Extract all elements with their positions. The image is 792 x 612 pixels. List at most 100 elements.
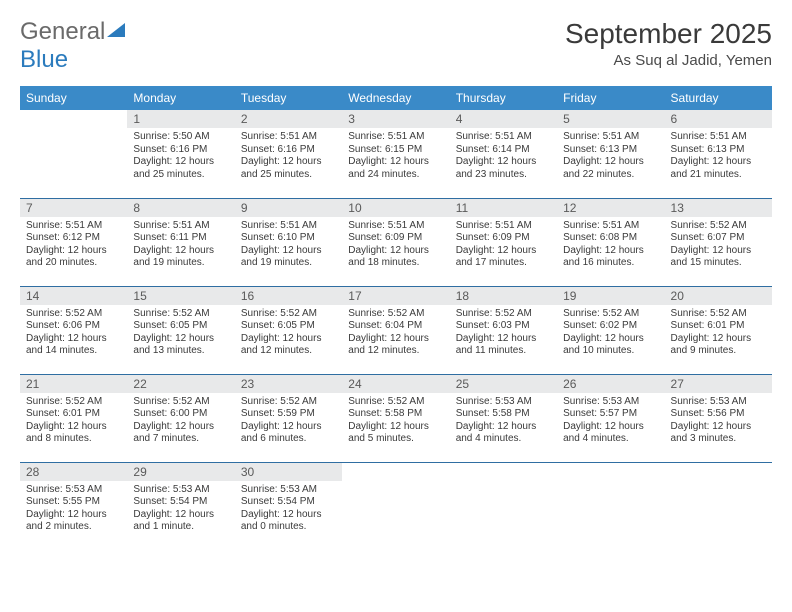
- sunrise-line: Sunrise: 5:51 AM: [26, 220, 121, 233]
- sunrise-line: Sunrise: 5:53 AM: [241, 484, 336, 497]
- week-row: 28Sunrise: 5:53 AMSunset: 5:55 PMDayligh…: [20, 462, 772, 550]
- day-number: 30: [235, 463, 342, 481]
- sunset-line: Sunset: 6:04 PM: [348, 320, 443, 333]
- daylight-line: Daylight: 12 hours and 25 minutes.: [133, 156, 228, 181]
- day-header: Saturday: [665, 86, 772, 110]
- day-cell: 14Sunrise: 5:52 AMSunset: 6:06 PMDayligh…: [20, 286, 127, 374]
- day-cell: 2Sunrise: 5:51 AMSunset: 6:16 PMDaylight…: [235, 110, 342, 198]
- day-number: 2: [235, 110, 342, 128]
- day-header: Friday: [557, 86, 664, 110]
- sunset-line: Sunset: 6:16 PM: [133, 144, 228, 157]
- sunset-line: Sunset: 6:14 PM: [456, 144, 551, 157]
- day-content: Sunrise: 5:51 AMSunset: 6:13 PMDaylight:…: [665, 128, 772, 185]
- daylight-line: Daylight: 12 hours and 2 minutes.: [26, 509, 121, 534]
- sunrise-line: Sunrise: 5:52 AM: [133, 308, 228, 321]
- sunset-line: Sunset: 6:16 PM: [241, 144, 336, 157]
- day-content: Sunrise: 5:53 AMSunset: 5:56 PMDaylight:…: [665, 393, 772, 450]
- sunset-line: Sunset: 6:08 PM: [563, 232, 658, 245]
- day-content: Sunrise: 5:51 AMSunset: 6:11 PMDaylight:…: [127, 217, 234, 274]
- brand-text-b: Blue: [20, 46, 68, 73]
- day-number: 24: [342, 375, 449, 393]
- daylight-line: Daylight: 12 hours and 5 minutes.: [348, 421, 443, 446]
- day-cell: 19Sunrise: 5:52 AMSunset: 6:02 PMDayligh…: [557, 286, 664, 374]
- day-number: 23: [235, 375, 342, 393]
- day-number: 9: [235, 199, 342, 217]
- sunrise-line: Sunrise: 5:52 AM: [241, 308, 336, 321]
- daylight-line: Daylight: 12 hours and 19 minutes.: [241, 245, 336, 270]
- sunset-line: Sunset: 6:01 PM: [671, 320, 766, 333]
- calendar-page: General Blue September 2025 As Suq al Ja…: [0, 0, 792, 560]
- sunset-line: Sunset: 6:05 PM: [241, 320, 336, 333]
- daylight-line: Daylight: 12 hours and 3 minutes.: [671, 421, 766, 446]
- day-cell: 20Sunrise: 5:52 AMSunset: 6:01 PMDayligh…: [665, 286, 772, 374]
- day-content: Sunrise: 5:50 AMSunset: 6:16 PMDaylight:…: [127, 128, 234, 185]
- day-number: 15: [127, 287, 234, 305]
- daylight-line: Daylight: 12 hours and 22 minutes.: [563, 156, 658, 181]
- daylight-line: Daylight: 12 hours and 11 minutes.: [456, 333, 551, 358]
- day-cell: 15Sunrise: 5:52 AMSunset: 6:05 PMDayligh…: [127, 286, 234, 374]
- day-header: Monday: [127, 86, 234, 110]
- day-content: Sunrise: 5:52 AMSunset: 5:59 PMDaylight:…: [235, 393, 342, 450]
- sunrise-line: Sunrise: 5:51 AM: [241, 131, 336, 144]
- day-number: 11: [450, 199, 557, 217]
- day-content: Sunrise: 5:52 AMSunset: 6:04 PMDaylight:…: [342, 305, 449, 362]
- day-cell: [20, 110, 127, 198]
- sunrise-line: Sunrise: 5:52 AM: [456, 308, 551, 321]
- day-number: 1: [127, 110, 234, 128]
- day-number: 25: [450, 375, 557, 393]
- daylight-line: Daylight: 12 hours and 0 minutes.: [241, 509, 336, 534]
- day-cell: [557, 462, 664, 550]
- day-content: Sunrise: 5:51 AMSunset: 6:10 PMDaylight:…: [235, 217, 342, 274]
- daylight-line: Daylight: 12 hours and 4 minutes.: [563, 421, 658, 446]
- sunset-line: Sunset: 6:09 PM: [456, 232, 551, 245]
- day-content: Sunrise: 5:51 AMSunset: 6:13 PMDaylight:…: [557, 128, 664, 185]
- day-header: Sunday: [20, 86, 127, 110]
- daylight-line: Daylight: 12 hours and 23 minutes.: [456, 156, 551, 181]
- day-cell: 22Sunrise: 5:52 AMSunset: 6:00 PMDayligh…: [127, 374, 234, 462]
- day-cell: 23Sunrise: 5:52 AMSunset: 5:59 PMDayligh…: [235, 374, 342, 462]
- day-header: Thursday: [450, 86, 557, 110]
- daylight-line: Daylight: 12 hours and 12 minutes.: [241, 333, 336, 358]
- daylight-line: Daylight: 12 hours and 6 minutes.: [241, 421, 336, 446]
- day-cell: 21Sunrise: 5:52 AMSunset: 6:01 PMDayligh…: [20, 374, 127, 462]
- day-cell: 17Sunrise: 5:52 AMSunset: 6:04 PMDayligh…: [342, 286, 449, 374]
- sunrise-line: Sunrise: 5:52 AM: [26, 308, 121, 321]
- daylight-line: Daylight: 12 hours and 13 minutes.: [133, 333, 228, 358]
- day-content: Sunrise: 5:52 AMSunset: 6:01 PMDaylight:…: [665, 305, 772, 362]
- daylight-line: Daylight: 12 hours and 9 minutes.: [671, 333, 766, 358]
- day-number: 7: [20, 199, 127, 217]
- sunset-line: Sunset: 6:11 PM: [133, 232, 228, 245]
- day-number: 16: [235, 287, 342, 305]
- sunset-line: Sunset: 6:15 PM: [348, 144, 443, 157]
- day-content: Sunrise: 5:53 AMSunset: 5:54 PMDaylight:…: [235, 481, 342, 538]
- day-content: Sunrise: 5:52 AMSunset: 6:06 PMDaylight:…: [20, 305, 127, 362]
- day-content: Sunrise: 5:51 AMSunset: 6:12 PMDaylight:…: [20, 217, 127, 274]
- daylight-line: Daylight: 12 hours and 10 minutes.: [563, 333, 658, 358]
- day-cell: 10Sunrise: 5:51 AMSunset: 6:09 PMDayligh…: [342, 198, 449, 286]
- day-number: 22: [127, 375, 234, 393]
- daylight-line: Daylight: 12 hours and 24 minutes.: [348, 156, 443, 181]
- sunset-line: Sunset: 6:13 PM: [563, 144, 658, 157]
- sunrise-line: Sunrise: 5:51 AM: [348, 220, 443, 233]
- day-cell: 25Sunrise: 5:53 AMSunset: 5:58 PMDayligh…: [450, 374, 557, 462]
- title-block: September 2025 As Suq al Jadid, Yemen: [565, 18, 772, 69]
- daylight-line: Daylight: 12 hours and 20 minutes.: [26, 245, 121, 270]
- day-cell: 27Sunrise: 5:53 AMSunset: 5:56 PMDayligh…: [665, 374, 772, 462]
- day-cell: 28Sunrise: 5:53 AMSunset: 5:55 PMDayligh…: [20, 462, 127, 550]
- day-cell: 3Sunrise: 5:51 AMSunset: 6:15 PMDaylight…: [342, 110, 449, 198]
- day-cell: 12Sunrise: 5:51 AMSunset: 6:08 PMDayligh…: [557, 198, 664, 286]
- sunrise-line: Sunrise: 5:51 AM: [241, 220, 336, 233]
- day-cell: [342, 462, 449, 550]
- sunset-line: Sunset: 5:58 PM: [348, 408, 443, 421]
- day-number: 12: [557, 199, 664, 217]
- day-cell: 18Sunrise: 5:52 AMSunset: 6:03 PMDayligh…: [450, 286, 557, 374]
- week-row: 21Sunrise: 5:52 AMSunset: 6:01 PMDayligh…: [20, 374, 772, 462]
- day-number: 10: [342, 199, 449, 217]
- sunrise-line: Sunrise: 5:51 AM: [348, 131, 443, 144]
- day-header: Tuesday: [235, 86, 342, 110]
- daylight-line: Daylight: 12 hours and 8 minutes.: [26, 421, 121, 446]
- day-cell: 8Sunrise: 5:51 AMSunset: 6:11 PMDaylight…: [127, 198, 234, 286]
- daylight-line: Daylight: 12 hours and 15 minutes.: [671, 245, 766, 270]
- sunrise-line: Sunrise: 5:51 AM: [456, 131, 551, 144]
- sunrise-line: Sunrise: 5:52 AM: [241, 396, 336, 409]
